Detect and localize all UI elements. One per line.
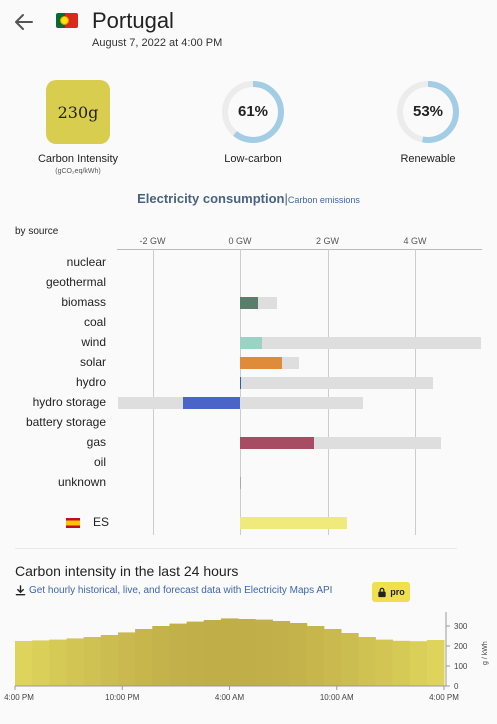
- zone-datetime: August 7, 2022 at 4:00 PM: [92, 37, 223, 49]
- axis-line: [117, 249, 482, 250]
- production-bar-hydro-storage[interactable]: [183, 397, 240, 409]
- intensity-bar[interactable]: [306, 626, 325, 686]
- intensity-bar[interactable]: [83, 637, 102, 686]
- tab-carbon-emissions[interactable]: Carbon emissions: [287, 195, 360, 205]
- intensity-bar[interactable]: [289, 623, 308, 686]
- renewable-ring[interactable]: [396, 80, 460, 144]
- intensity-bar[interactable]: [426, 640, 445, 686]
- intensity-bar[interactable]: [186, 621, 205, 686]
- axis-tick-label: 2 GW: [315, 236, 339, 246]
- lock-icon: [378, 587, 386, 597]
- intensity-bar[interactable]: [409, 641, 428, 686]
- intensity-bar[interactable]: [358, 637, 376, 686]
- pro-badge[interactable]: pro: [372, 582, 410, 602]
- intensity-bar[interactable]: [15, 641, 33, 686]
- x-tick-label: 10:00 PM: [105, 693, 140, 702]
- source-label-solar: solar: [79, 355, 106, 369]
- breakdown-tabs: Electricity consumption|Carbon emissions: [0, 191, 497, 206]
- api-link-text: Get hourly historical, live, and forecas…: [29, 585, 333, 596]
- intensity-bar[interactable]: [117, 632, 136, 686]
- axis-tick-label: 0 GW: [228, 236, 252, 246]
- intensity-bar[interactable]: [392, 640, 411, 686]
- exchange-label-ES: ES: [93, 515, 110, 529]
- history-title: Carbon intensity in the last 24 hours: [15, 563, 239, 579]
- by-source-label: by source: [15, 226, 59, 237]
- source-label-biomass: biomass: [61, 295, 106, 309]
- history-chart[interactable]: 300 200 100 0 g / kWh 4:00 PM 10:00 PM 4:00 AM 1…: [0, 608, 497, 708]
- spain-flag-icon: [66, 518, 80, 528]
- gridline: [415, 249, 416, 535]
- gridline: [152, 249, 154, 535]
- x-tick-label: 4:00 PM: [429, 693, 459, 702]
- production-bar-biomass[interactable]: [240, 297, 258, 309]
- capacity-bar[interactable]: [240, 337, 481, 349]
- intensity-bar[interactable]: [49, 639, 67, 686]
- axis-tick-label: 4 GW: [403, 236, 427, 246]
- intensity-bar[interactable]: [152, 626, 170, 686]
- intensity-bar[interactable]: [135, 629, 153, 686]
- capacity-bar[interactable]: [240, 377, 433, 389]
- tab-electricity-consumption[interactable]: Electricity consumption: [137, 191, 285, 206]
- production-bar-hydro[interactable]: [240, 377, 242, 389]
- source-label-unknown: unknown: [57, 475, 106, 489]
- x-tick-label: 4:00 PM: [4, 693, 34, 702]
- carbon-intensity-unit: (gCO₂eq/kWh): [55, 168, 101, 175]
- zone-title: Portugal: [92, 8, 174, 33]
- back-arrow-icon[interactable]: [12, 10, 36, 34]
- renewable-label: Renewable: [400, 153, 456, 165]
- capacity-bar[interactable]: [117, 397, 363, 409]
- production-bar-gas[interactable]: [240, 437, 315, 449]
- download-icon: [15, 585, 26, 596]
- y-tick-label: 100: [454, 662, 468, 671]
- source-label-gas: gas: [86, 435, 106, 449]
- api-link[interactable]: Get hourly historical, live, and forecas…: [15, 585, 332, 596]
- intensity-bar[interactable]: [32, 640, 50, 686]
- production-bar-unknown[interactable]: [240, 477, 241, 489]
- x-tick-label: 4:00 AM: [215, 693, 245, 702]
- intensity-bar[interactable]: [203, 620, 222, 686]
- source-label-coal: coal: [83, 315, 106, 329]
- portugal-flag-icon: [56, 13, 78, 28]
- pro-badge-text: pro: [390, 587, 405, 597]
- source-label-nuclear: nuclear: [66, 255, 106, 269]
- carbon-intensity-box[interactable]: 230g: [46, 80, 110, 144]
- exchange-bar-ES[interactable]: [240, 517, 348, 529]
- intensity-bar[interactable]: [220, 618, 239, 686]
- axis-tick-label: -2 GW: [139, 236, 166, 246]
- intensity-bar[interactable]: [100, 635, 119, 686]
- y-unit-label: g / kWh: [482, 641, 489, 665]
- intensity-bar[interactable]: [169, 623, 188, 686]
- intensity-bar[interactable]: [272, 621, 291, 686]
- source-label-hydro-storage: hydro storage: [32, 395, 106, 409]
- source-label-wind: wind: [81, 335, 106, 349]
- renewable-value: 53%: [412, 103, 444, 120]
- source-label-battery-storage: battery storage: [25, 415, 106, 429]
- gridline: [240, 249, 241, 535]
- y-tick-label: 200: [454, 642, 468, 651]
- intensity-bar[interactable]: [323, 629, 342, 686]
- low-carbon-ring[interactable]: [221, 80, 285, 144]
- source-label-geothermal: geothermal: [45, 275, 106, 289]
- intensity-bar[interactable]: [238, 619, 256, 686]
- gridline: [327, 249, 329, 535]
- source-label-hydro: hydro: [75, 375, 106, 389]
- tab-separator: |: [284, 191, 288, 206]
- production-bar-solar[interactable]: [240, 357, 282, 369]
- intensity-bar[interactable]: [375, 639, 394, 686]
- carbon-intensity-value: 230g: [57, 102, 99, 122]
- section-divider: [15, 548, 457, 549]
- y-tick-label: 0: [454, 682, 459, 691]
- source-label-oil: oil: [93, 455, 106, 469]
- carbon-intensity-label: Carbon Intensity: [37, 153, 119, 165]
- low-carbon-value: 61%: [237, 103, 269, 120]
- production-bar-wind[interactable]: [240, 337, 262, 349]
- intensity-bar[interactable]: [66, 638, 85, 686]
- intensity-bar[interactable]: [341, 633, 359, 686]
- y-tick-label: 300: [454, 622, 468, 631]
- x-tick-label: 10:00 AM: [320, 693, 354, 702]
- low-carbon-label: Low-carbon: [224, 153, 282, 165]
- intensity-bar[interactable]: [255, 619, 273, 686]
